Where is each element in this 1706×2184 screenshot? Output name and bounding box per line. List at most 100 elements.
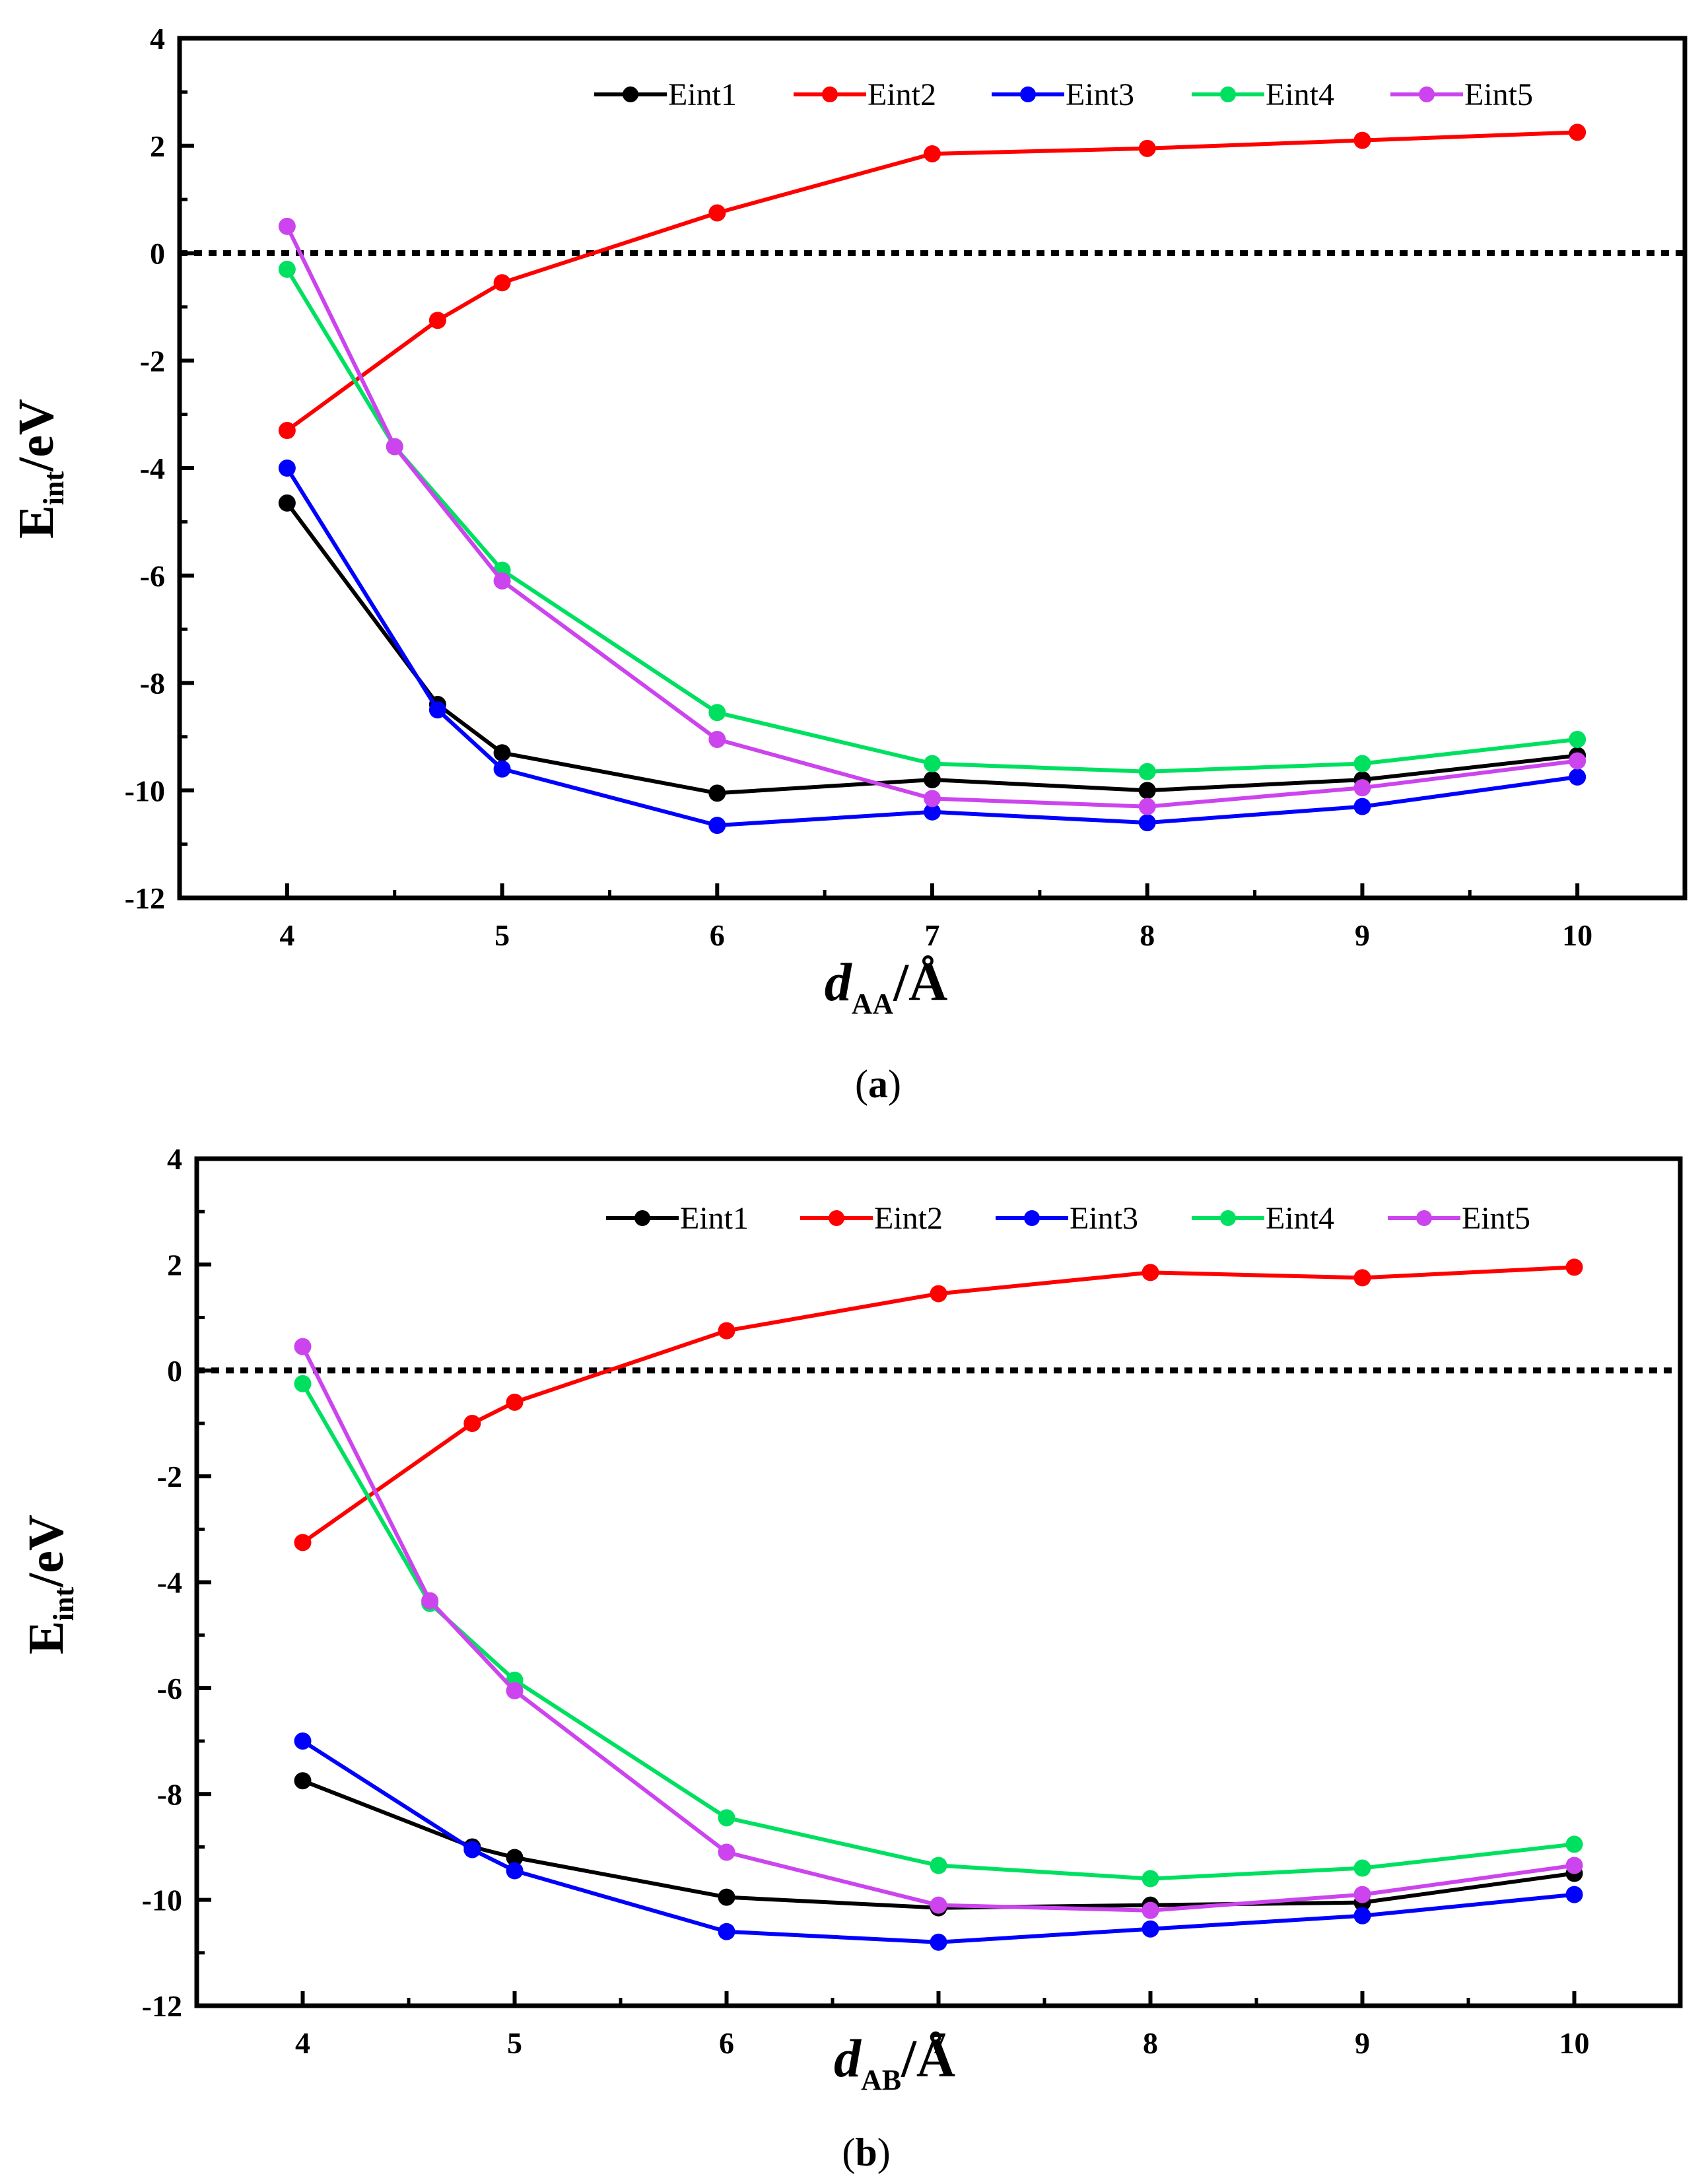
- y-tick-label: -4: [157, 1566, 182, 1600]
- data-point: [1142, 1920, 1159, 1938]
- data-point: [1353, 1269, 1371, 1287]
- legend-label: Eint3: [1066, 77, 1134, 112]
- x-tick-label: 6: [719, 2026, 734, 2060]
- data-point: [1142, 1870, 1159, 1888]
- data-point: [294, 1732, 312, 1750]
- legend-label: Eint2: [874, 1201, 943, 1236]
- data-point: [1353, 1859, 1371, 1877]
- series-eint5: [294, 1338, 1583, 1919]
- series-line-eint5: [285, 225, 1578, 809]
- x-tick-label: 10: [1559, 2026, 1590, 2060]
- series-line-eint4: [285, 268, 1578, 774]
- data-point: [1569, 123, 1587, 141]
- data-point: [718, 1843, 735, 1861]
- y-tick-label: 4: [150, 22, 165, 55]
- data-point: [506, 1393, 524, 1411]
- y-tick-label: -2: [157, 1460, 182, 1493]
- data-point: [924, 755, 941, 772]
- data-point: [294, 1772, 312, 1790]
- data-point: [1565, 1258, 1583, 1276]
- data-point: [493, 572, 511, 590]
- data-point: [294, 1534, 312, 1552]
- data-point: [421, 1592, 439, 1610]
- x-tick-label: 5: [507, 2026, 522, 2060]
- x-axis-title: dAB/Å: [834, 2028, 955, 2096]
- series-line-eint4: [300, 1382, 1575, 1881]
- x-tick-label: 4: [295, 2026, 310, 2060]
- data-point: [1142, 1264, 1159, 1281]
- legend-marker: [1419, 86, 1435, 102]
- data-point: [708, 730, 726, 748]
- data-point: [924, 803, 941, 821]
- x-tick-label: 9: [1355, 2026, 1370, 2060]
- data-point: [924, 770, 941, 788]
- data-point: [278, 460, 296, 477]
- y-tick-label: -8: [140, 667, 165, 700]
- data-point: [930, 1857, 947, 1874]
- data-point: [1353, 798, 1371, 815]
- data-point: [1142, 1901, 1159, 1919]
- legend-label: Eint5: [1462, 1201, 1530, 1236]
- y-tick-label: 2: [150, 129, 165, 163]
- data-point: [718, 1923, 735, 1940]
- data-point: [924, 790, 941, 807]
- y-tick-label: -4: [140, 452, 165, 485]
- y-tick-label: -10: [142, 1884, 182, 1917]
- legend-marker: [634, 1210, 650, 1226]
- series-line-eint1: [302, 1779, 1575, 1910]
- y-axis-title: Eint/eV: [9, 399, 70, 539]
- legend-marker: [1220, 86, 1236, 102]
- y-tick-label: -8: [157, 1777, 182, 1811]
- data-point: [506, 1849, 524, 1866]
- data-point: [506, 1682, 524, 1699]
- data-point: [1353, 779, 1371, 797]
- legend-label: Eint4: [1266, 77, 1334, 112]
- legend-label: Eint3: [1070, 1201, 1138, 1236]
- series-eint2: [278, 123, 1587, 440]
- x-tick-label: 8: [1143, 2026, 1158, 2060]
- data-point: [278, 494, 296, 512]
- series-eint2: [294, 1258, 1583, 1552]
- data-point: [278, 217, 296, 235]
- series-line-eint1: [285, 502, 1578, 796]
- y-tick-label: -2: [140, 344, 165, 378]
- data-point: [506, 1862, 524, 1880]
- y-tick-label: 4: [167, 1142, 182, 1176]
- legend-label: Eint1: [680, 1201, 749, 1236]
- x-tick-label: 7: [925, 918, 940, 952]
- chart-panel-a: 4 2 0 -2 -4 -6 -8 -10 -12 4 5 6 7 8 9 10 Eint1 Eint2 Eint3…: [9, 22, 1688, 1106]
- data-point: [1138, 139, 1156, 157]
- legend-marker: [1024, 1210, 1040, 1226]
- panel-caption: (b): [842, 2131, 890, 2174]
- data-point: [386, 438, 403, 456]
- series-line-eint3: [285, 467, 1578, 828]
- data-point: [1565, 1857, 1583, 1874]
- data-point: [1569, 730, 1587, 748]
- data-point: [1138, 763, 1156, 780]
- data-point: [278, 260, 296, 278]
- y-tick-label: 0: [150, 237, 165, 271]
- y-tick-label: -6: [157, 1672, 182, 1705]
- y-axis-title: Eint/eV: [18, 1515, 80, 1655]
- data-point: [708, 204, 726, 222]
- data-point: [930, 1896, 947, 1914]
- series-eint4: [278, 260, 1587, 780]
- x-tick-label: 7: [931, 2026, 946, 2060]
- data-point: [1353, 1886, 1371, 1903]
- x-tick-label: 5: [495, 918, 510, 952]
- data-point: [1569, 768, 1587, 786]
- data-point: [708, 817, 726, 835]
- data-point: [493, 744, 511, 762]
- x-tick-label: 9: [1355, 918, 1370, 952]
- data-point: [1138, 798, 1156, 815]
- series-eint5: [278, 217, 1587, 815]
- y-tick-label: 2: [167, 1248, 182, 1281]
- legend-label: Eint1: [668, 77, 737, 112]
- data-point: [294, 1375, 312, 1392]
- data-point: [930, 1285, 947, 1303]
- legend-marker: [1416, 1210, 1432, 1226]
- legend-marker: [1220, 1210, 1236, 1226]
- y-tick-label: 0: [167, 1354, 182, 1388]
- data-point: [428, 312, 446, 329]
